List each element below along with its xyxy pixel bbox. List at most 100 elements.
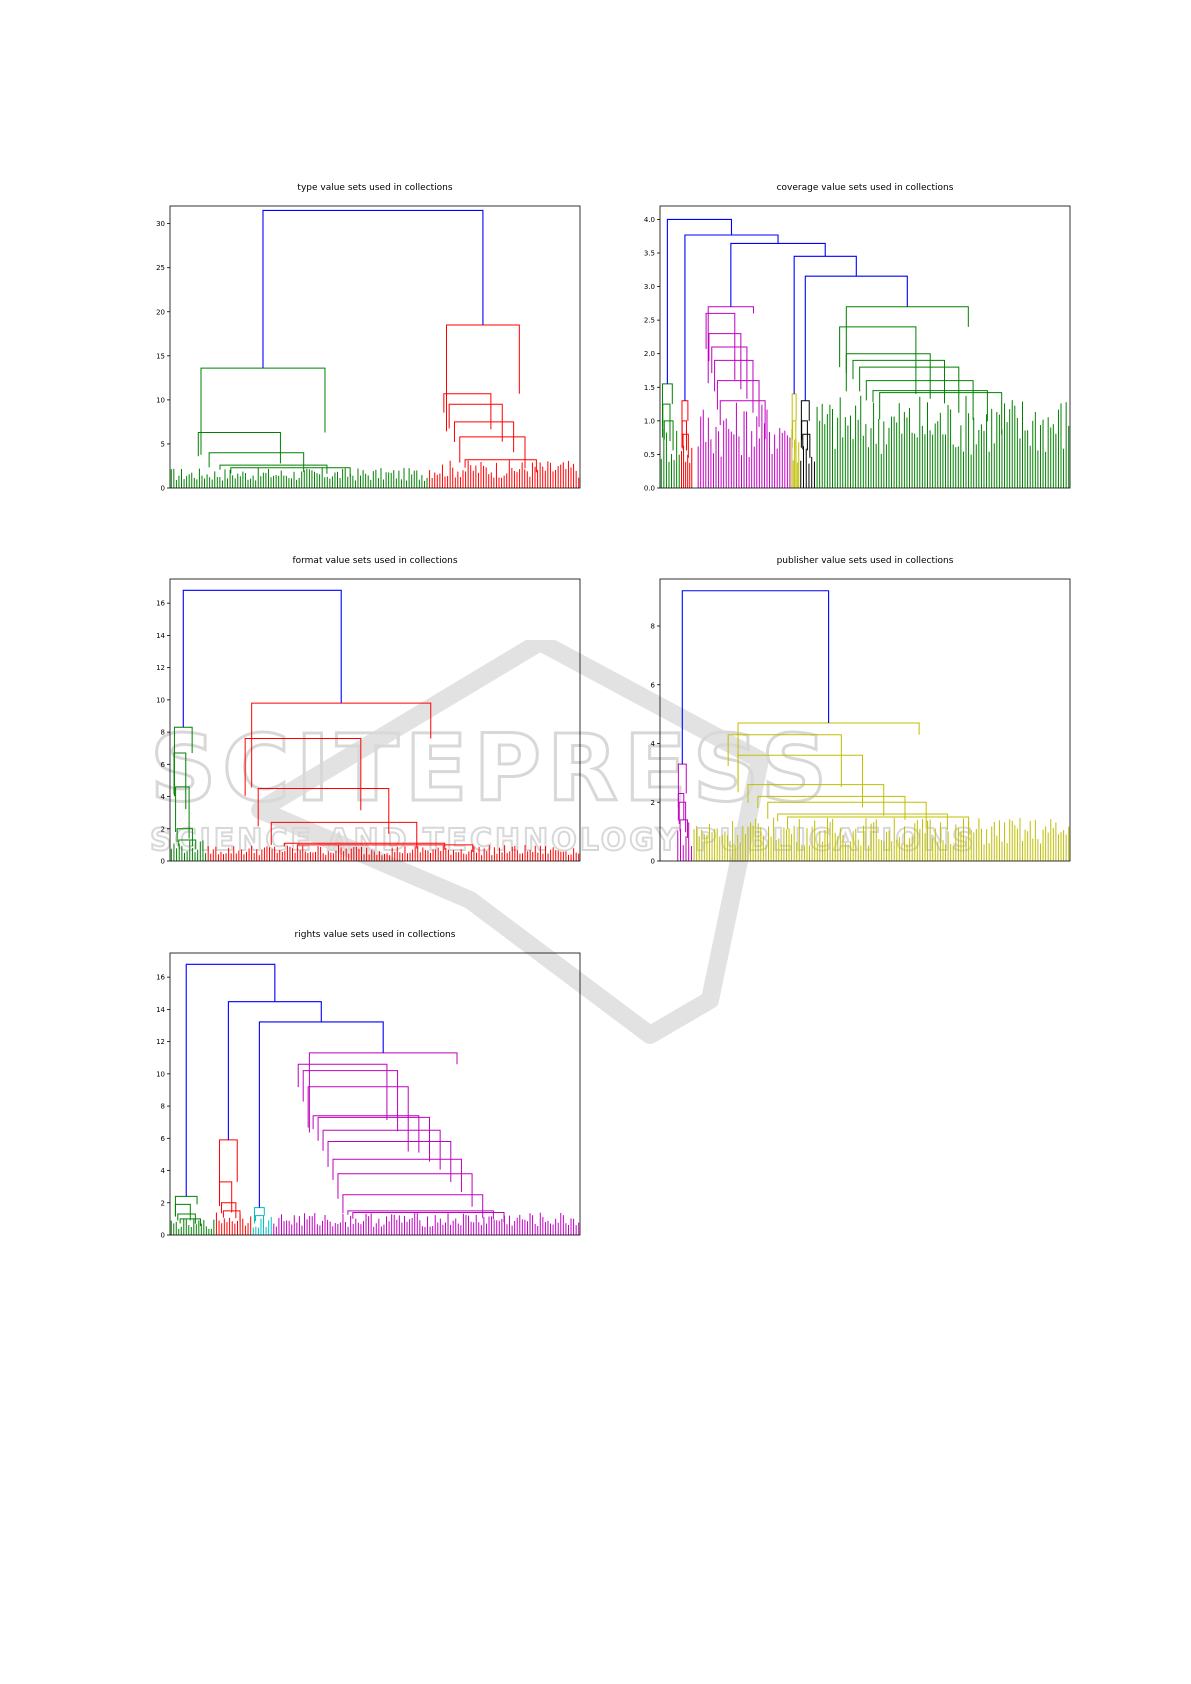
y-tick-label: 6 xyxy=(161,761,166,769)
y-tick-label: 1.5 xyxy=(644,384,655,392)
plot-frame xyxy=(169,578,581,862)
cluster-link xyxy=(714,359,754,413)
y-tick-label: 14 xyxy=(156,632,165,640)
cluster xyxy=(170,367,428,488)
cluster-link xyxy=(296,844,474,852)
cluster xyxy=(816,306,1070,488)
cluster-top-link xyxy=(173,726,193,797)
cluster-link xyxy=(317,1116,431,1162)
y-tick-label: 0.5 xyxy=(644,451,655,459)
y-tick-label: 12 xyxy=(156,664,165,672)
y-tick-label: 6 xyxy=(161,1135,166,1143)
cluster-link xyxy=(270,821,418,849)
cluster xyxy=(215,1139,252,1235)
y-tick-label: 8 xyxy=(161,1103,165,1111)
y-tick-label: 20 xyxy=(156,308,165,316)
cluster xyxy=(681,400,693,488)
root-links xyxy=(185,963,384,1208)
y-tick-label: 3.5 xyxy=(644,250,655,258)
y-tick-label: 14 xyxy=(156,1006,165,1014)
y-tick-label: 0 xyxy=(161,1232,165,1240)
cluster-top-link xyxy=(308,1052,458,1133)
y-tick-label: 0 xyxy=(161,485,165,493)
cluster-link xyxy=(705,312,736,380)
y-tick-label: 2 xyxy=(651,799,655,807)
cluster xyxy=(677,763,692,861)
cluster-link xyxy=(337,1173,473,1207)
cluster-link xyxy=(176,828,193,847)
chart-publisher: publisher value sets used in collections… xyxy=(610,556,1071,866)
y-tick-label: 15 xyxy=(156,352,165,360)
cluster-top-link xyxy=(845,306,969,392)
y-tick-label: 12 xyxy=(156,1038,165,1046)
cluster-link xyxy=(312,1115,420,1153)
y-tick-label: 2 xyxy=(161,825,165,833)
cluster-top-link xyxy=(661,383,673,438)
y-tick-label: 8 xyxy=(651,623,655,631)
root-link xyxy=(804,275,908,401)
cluster-link xyxy=(230,467,351,477)
root-link xyxy=(681,590,830,765)
y-tick-label: 10 xyxy=(156,696,165,704)
cluster-link xyxy=(175,786,190,839)
cluster-link xyxy=(443,393,492,430)
cluster-link xyxy=(327,1141,452,1182)
dendrogram-svg: 0 2 4 6 8 10 12 14 16 xyxy=(156,952,581,1240)
root-link xyxy=(666,218,733,384)
y-tick-label: 30 xyxy=(156,220,165,228)
y-tick-label: 6 xyxy=(651,681,656,689)
cluster-link xyxy=(777,813,948,831)
cluster-link xyxy=(663,420,674,451)
cluster-link xyxy=(219,464,328,474)
cluster-link xyxy=(757,795,906,820)
cluster-link xyxy=(322,1129,441,1170)
cluster-top-link xyxy=(251,702,432,788)
y-tick-label: 0.0 xyxy=(644,485,655,493)
cluster-link xyxy=(708,333,742,390)
chart-type: type value sets used in collections 0 5 10… xyxy=(120,183,581,493)
cluster-top-link xyxy=(253,1207,265,1224)
dendrogram-svg: 0 5 10 15 20 25 30 xyxy=(156,205,581,493)
cluster xyxy=(273,1052,580,1235)
cluster-link xyxy=(307,1086,409,1152)
plot-frame xyxy=(169,205,581,489)
cluster-top-link xyxy=(219,1139,238,1204)
y-tick-label: 0 xyxy=(651,858,655,866)
root-links xyxy=(666,218,908,401)
cluster-link xyxy=(737,754,864,808)
plot-area xyxy=(660,218,1070,488)
y-tick-label: 5 xyxy=(161,440,165,448)
root-link xyxy=(227,1001,322,1140)
y-tick-label: 3.0 xyxy=(644,283,655,291)
root-link xyxy=(262,209,484,369)
cluster-link xyxy=(879,392,1003,435)
cluster-top-link xyxy=(174,1195,198,1217)
y-tick-label: 10 xyxy=(156,396,165,404)
cluster xyxy=(660,383,680,488)
root-links xyxy=(262,209,484,369)
cluster-link xyxy=(302,1070,399,1132)
dendrogram-svg: 0 2 4 6 8 10 12 14 16 xyxy=(156,578,581,866)
y-tick-label: 10 xyxy=(156,1070,165,1078)
chart-title: coverage value sets used in collections xyxy=(776,183,954,193)
cluster-top-link xyxy=(446,324,520,432)
chart-coverage: coverage value sets used in collections … xyxy=(610,183,1071,493)
cluster-link xyxy=(852,359,945,404)
y-tick-label: 1.0 xyxy=(644,417,655,425)
cluster xyxy=(170,1195,215,1235)
plot-frame xyxy=(659,578,1071,862)
cluster-link xyxy=(244,738,362,811)
y-tick-label: 25 xyxy=(156,264,165,272)
plot-area xyxy=(170,963,580,1235)
cluster-link xyxy=(297,1063,388,1120)
y-tick-label: 4 xyxy=(651,740,656,748)
cluster-link xyxy=(839,326,917,394)
cluster-link xyxy=(747,784,885,816)
cluster-link xyxy=(332,1158,462,1193)
plot-area xyxy=(677,590,1070,861)
cluster-link xyxy=(283,842,446,850)
y-tick-label: 16 xyxy=(156,600,165,608)
chart-title: type value sets used in collections xyxy=(297,183,453,193)
chart-title: format value sets used in collections xyxy=(292,556,458,566)
cluster-link xyxy=(220,1202,237,1219)
